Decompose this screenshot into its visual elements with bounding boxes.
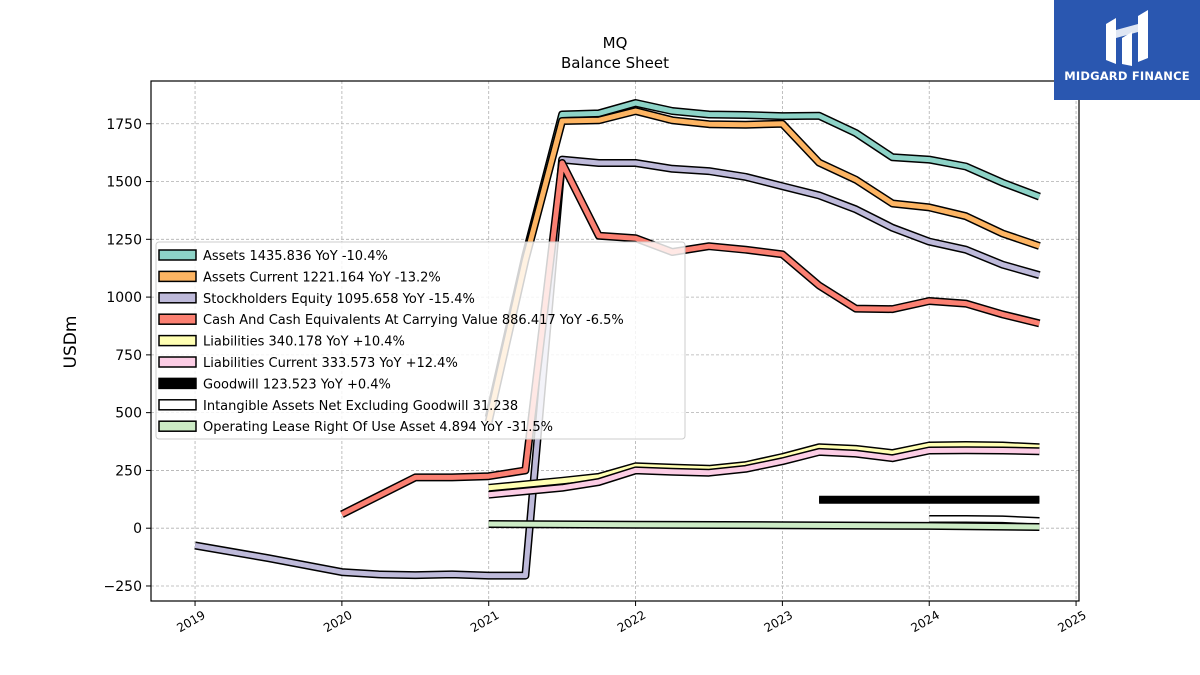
series-line <box>486 108 1041 423</box>
legend-swatch <box>158 420 197 432</box>
y-tick-label: 1250 <box>106 232 142 248</box>
legend-label: Liabilities Current 333.573 YoY +12.4% <box>203 356 458 371</box>
brand-logo: MIDGARD FINANCE <box>1054 0 1200 100</box>
series-line <box>194 157 1041 579</box>
y-tick-label: 1750 <box>106 117 142 133</box>
logo-icon <box>1106 10 1148 66</box>
legend-swatch <box>158 399 197 411</box>
legend-label: Intangible Assets Net Excluding Goodwill… <box>203 399 518 414</box>
legend-swatch <box>158 292 197 304</box>
legend-label: Stockholders Equity 1095.658 YoY -15.4% <box>203 292 475 307</box>
x-tick-label: 2019 <box>174 608 207 635</box>
legend-swatch <box>158 356 197 368</box>
series-line <box>340 160 1040 517</box>
legend-label: Assets 1435.836 YoY -10.4% <box>203 249 388 264</box>
y-tick-label: 1500 <box>106 175 142 191</box>
series-line <box>929 516 1040 524</box>
legend-label: Goodwill 123.523 YoY +0.4% <box>203 377 391 392</box>
legend-box <box>155 241 686 440</box>
y-tick-label: 750 <box>115 348 142 364</box>
y-axis-label: USDm <box>61 316 81 369</box>
legend-label: Assets Current 1221.164 YoY -13.2% <box>203 270 441 285</box>
series-lines <box>194 99 1041 580</box>
x-tick-label: 2022 <box>615 608 648 635</box>
legend-swatch <box>158 334 197 347</box>
series-line <box>488 442 1040 491</box>
chart-title: MQ <box>603 34 628 52</box>
x-tick-label: 2024 <box>909 608 942 635</box>
y-tick-label: 500 <box>115 406 142 422</box>
series-line <box>486 100 1041 418</box>
legend-label: Liabilities 340.178 YoY +10.4% <box>203 335 405 350</box>
legend: Assets 1435.836 YoY -10.4% Assets Current… <box>155 241 686 440</box>
legend-swatch <box>158 313 197 325</box>
legend-label: Cash And Cash Equivalents At Carrying Va… <box>203 313 624 328</box>
legend-swatch <box>158 249 197 261</box>
brand-name: MIDGARD FINANCE <box>1064 69 1190 83</box>
legend-swatch <box>158 270 197 283</box>
y-tick-label: 0 <box>133 521 142 537</box>
chart-subtitle: Balance Sheet <box>561 54 669 72</box>
x-tick-label: 2020 <box>321 608 354 635</box>
series-line <box>488 521 1040 530</box>
y-tick-label: 1000 <box>106 290 142 306</box>
series-line <box>488 447 1040 498</box>
legend-swatch <box>158 377 197 390</box>
plot-frame <box>150 80 1080 602</box>
x-tick-label: 2021 <box>468 608 501 635</box>
x-tick-label: 2025 <box>1055 608 1088 635</box>
y-tick-label: −250 <box>104 579 142 595</box>
legend-label: Operating Lease Right Of Use Asset 4.894… <box>203 420 553 435</box>
x-tick-label: 2023 <box>762 608 795 635</box>
y-tick-label: 250 <box>115 463 142 479</box>
